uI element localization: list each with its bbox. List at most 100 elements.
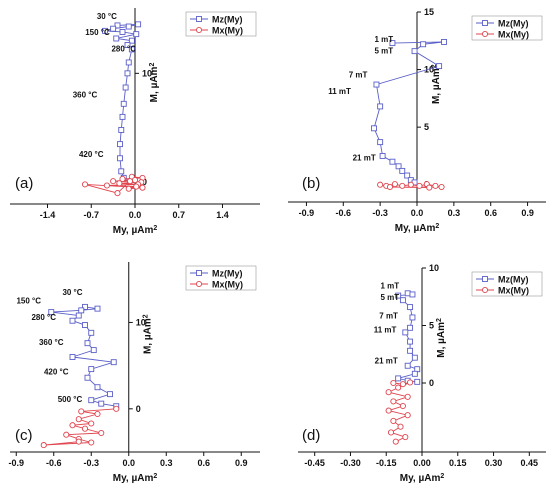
mz-data-point [88, 329, 95, 336]
mz-data-point [411, 48, 418, 55]
legend-swatch-marker [196, 270, 202, 276]
x-tick-label: 0.15 [449, 458, 467, 468]
y-tick-label: 0 [136, 404, 141, 414]
mz-data-point [377, 139, 384, 146]
mz-data-point [119, 29, 126, 35]
mx-data-point [113, 405, 120, 412]
legend-label: Mx(My) [498, 30, 529, 40]
x-tick-label: -0.3 [372, 208, 388, 218]
legend-label: Mz(My) [498, 275, 529, 285]
x-tick-label: -0.6 [336, 208, 352, 218]
mx-data-point [116, 180, 123, 187]
mz-data-point [90, 347, 97, 354]
point-annotation: 150 °C [16, 296, 41, 305]
mz-data-point [118, 168, 125, 175]
x-tick-label: 0.9 [521, 208, 534, 218]
mz-data-point [82, 303, 88, 310]
y-tick-label: 0 [142, 177, 147, 187]
mx-data-point [399, 402, 406, 410]
mz-data-point [84, 340, 91, 347]
x-tick-label: 0.6 [484, 208, 497, 218]
point-annotation: 30 °C [62, 288, 82, 297]
y-axis-title: M, µAm2 [431, 64, 443, 104]
legend-label: Mx(My) [212, 26, 243, 36]
mx-data-point [40, 442, 47, 449]
mz-data-point [395, 375, 402, 382]
mx-data-point [126, 178, 134, 185]
mz-data-point [113, 35, 120, 42]
mz-data-point [379, 152, 386, 159]
y-axis-title: M, µAm2 [149, 63, 161, 103]
mz-data-point [404, 172, 411, 179]
mz-data-point [102, 27, 108, 34]
mx-data-point [98, 429, 105, 437]
mz-data-point [122, 84, 129, 91]
point-annotation: 420 °C [44, 367, 69, 376]
point-annotation: 7 mT [379, 312, 398, 321]
mx-data-point [69, 422, 76, 429]
mx-data-point [399, 182, 406, 189]
mz-data-point [414, 378, 421, 385]
legend-swatch-marker [196, 16, 202, 22]
legend-swatch-marker [482, 20, 488, 26]
x-tick-label: 0.0 [122, 458, 135, 468]
mz-data-point [373, 81, 380, 88]
mx-data-point [438, 183, 445, 191]
series-line-mz [373, 41, 445, 183]
mz-data-point [402, 329, 409, 336]
point-annotation: 30 °C [97, 12, 117, 21]
mx-data-point [75, 416, 82, 423]
mx-data-point [390, 417, 397, 425]
x-tick-label: 0.7 [172, 210, 185, 220]
x-tick-label: -0.7 [83, 210, 99, 220]
mz-data-point [389, 40, 396, 47]
mz-data-point [411, 354, 418, 361]
mx-data-point [395, 384, 402, 391]
mx-data-point [114, 190, 121, 197]
point-annotation: 360 °C [73, 90, 98, 99]
y-tick-label: 15 [424, 7, 434, 17]
mz-data-point [117, 141, 123, 148]
point-annotation: 1 mT [374, 35, 393, 44]
mx-data-point [88, 420, 95, 427]
y-tick-label: 10 [142, 68, 152, 78]
point-annotation: 150 °C [85, 28, 110, 37]
x-tick-label: 0.9 [235, 458, 248, 468]
legend-label: Mx(My) [212, 280, 243, 290]
x-tick-label: 0.3 [448, 208, 461, 218]
mz-data-point [75, 312, 82, 319]
mx-data-point [119, 175, 126, 183]
mz-data-point [389, 158, 396, 165]
series-line-mz [51, 306, 117, 407]
mx-data-point [385, 407, 392, 414]
point-annotation: 11 mT [328, 87, 351, 96]
mx-data-point [88, 439, 95, 446]
x-tick-label: -0.3 [83, 458, 99, 468]
mz-data-point [69, 354, 76, 360]
x-axis-title: My, µAm2 [113, 473, 158, 485]
point-annotation: 7 mT [349, 71, 368, 80]
point-annotation: 5 mT [380, 293, 399, 302]
mz-data-point [48, 309, 55, 316]
mx-data-point [402, 433, 409, 441]
mx-data-point [404, 393, 411, 400]
mz-data-point [441, 38, 447, 45]
mz-data-point [110, 359, 117, 366]
panel-a: -1.4 -0.7 0.0 0.7 1.4 0 10 My, µAm2 M, µAm2 30 °C… [10, 8, 260, 236]
legend-label: Mx(My) [498, 286, 529, 296]
mz-data-point [118, 127, 125, 133]
point-annotation: 21 mT [353, 154, 376, 163]
x-tick-label: 0.6 [197, 458, 210, 468]
mz-data-point [135, 21, 142, 28]
y-axis-title: M, µAm2 [142, 314, 154, 354]
mz-data-point [128, 46, 135, 53]
x-tick-label: 0.00 [413, 458, 431, 468]
mx-data-point [407, 181, 414, 188]
legend-swatch-marker [482, 276, 488, 282]
point-annotation: 11 mT [374, 325, 397, 334]
mz-data-point [88, 366, 95, 373]
x-tick-label: -0.9 [8, 458, 24, 468]
mz-data-point [94, 305, 101, 312]
point-annotation: 500 °C [58, 395, 83, 404]
